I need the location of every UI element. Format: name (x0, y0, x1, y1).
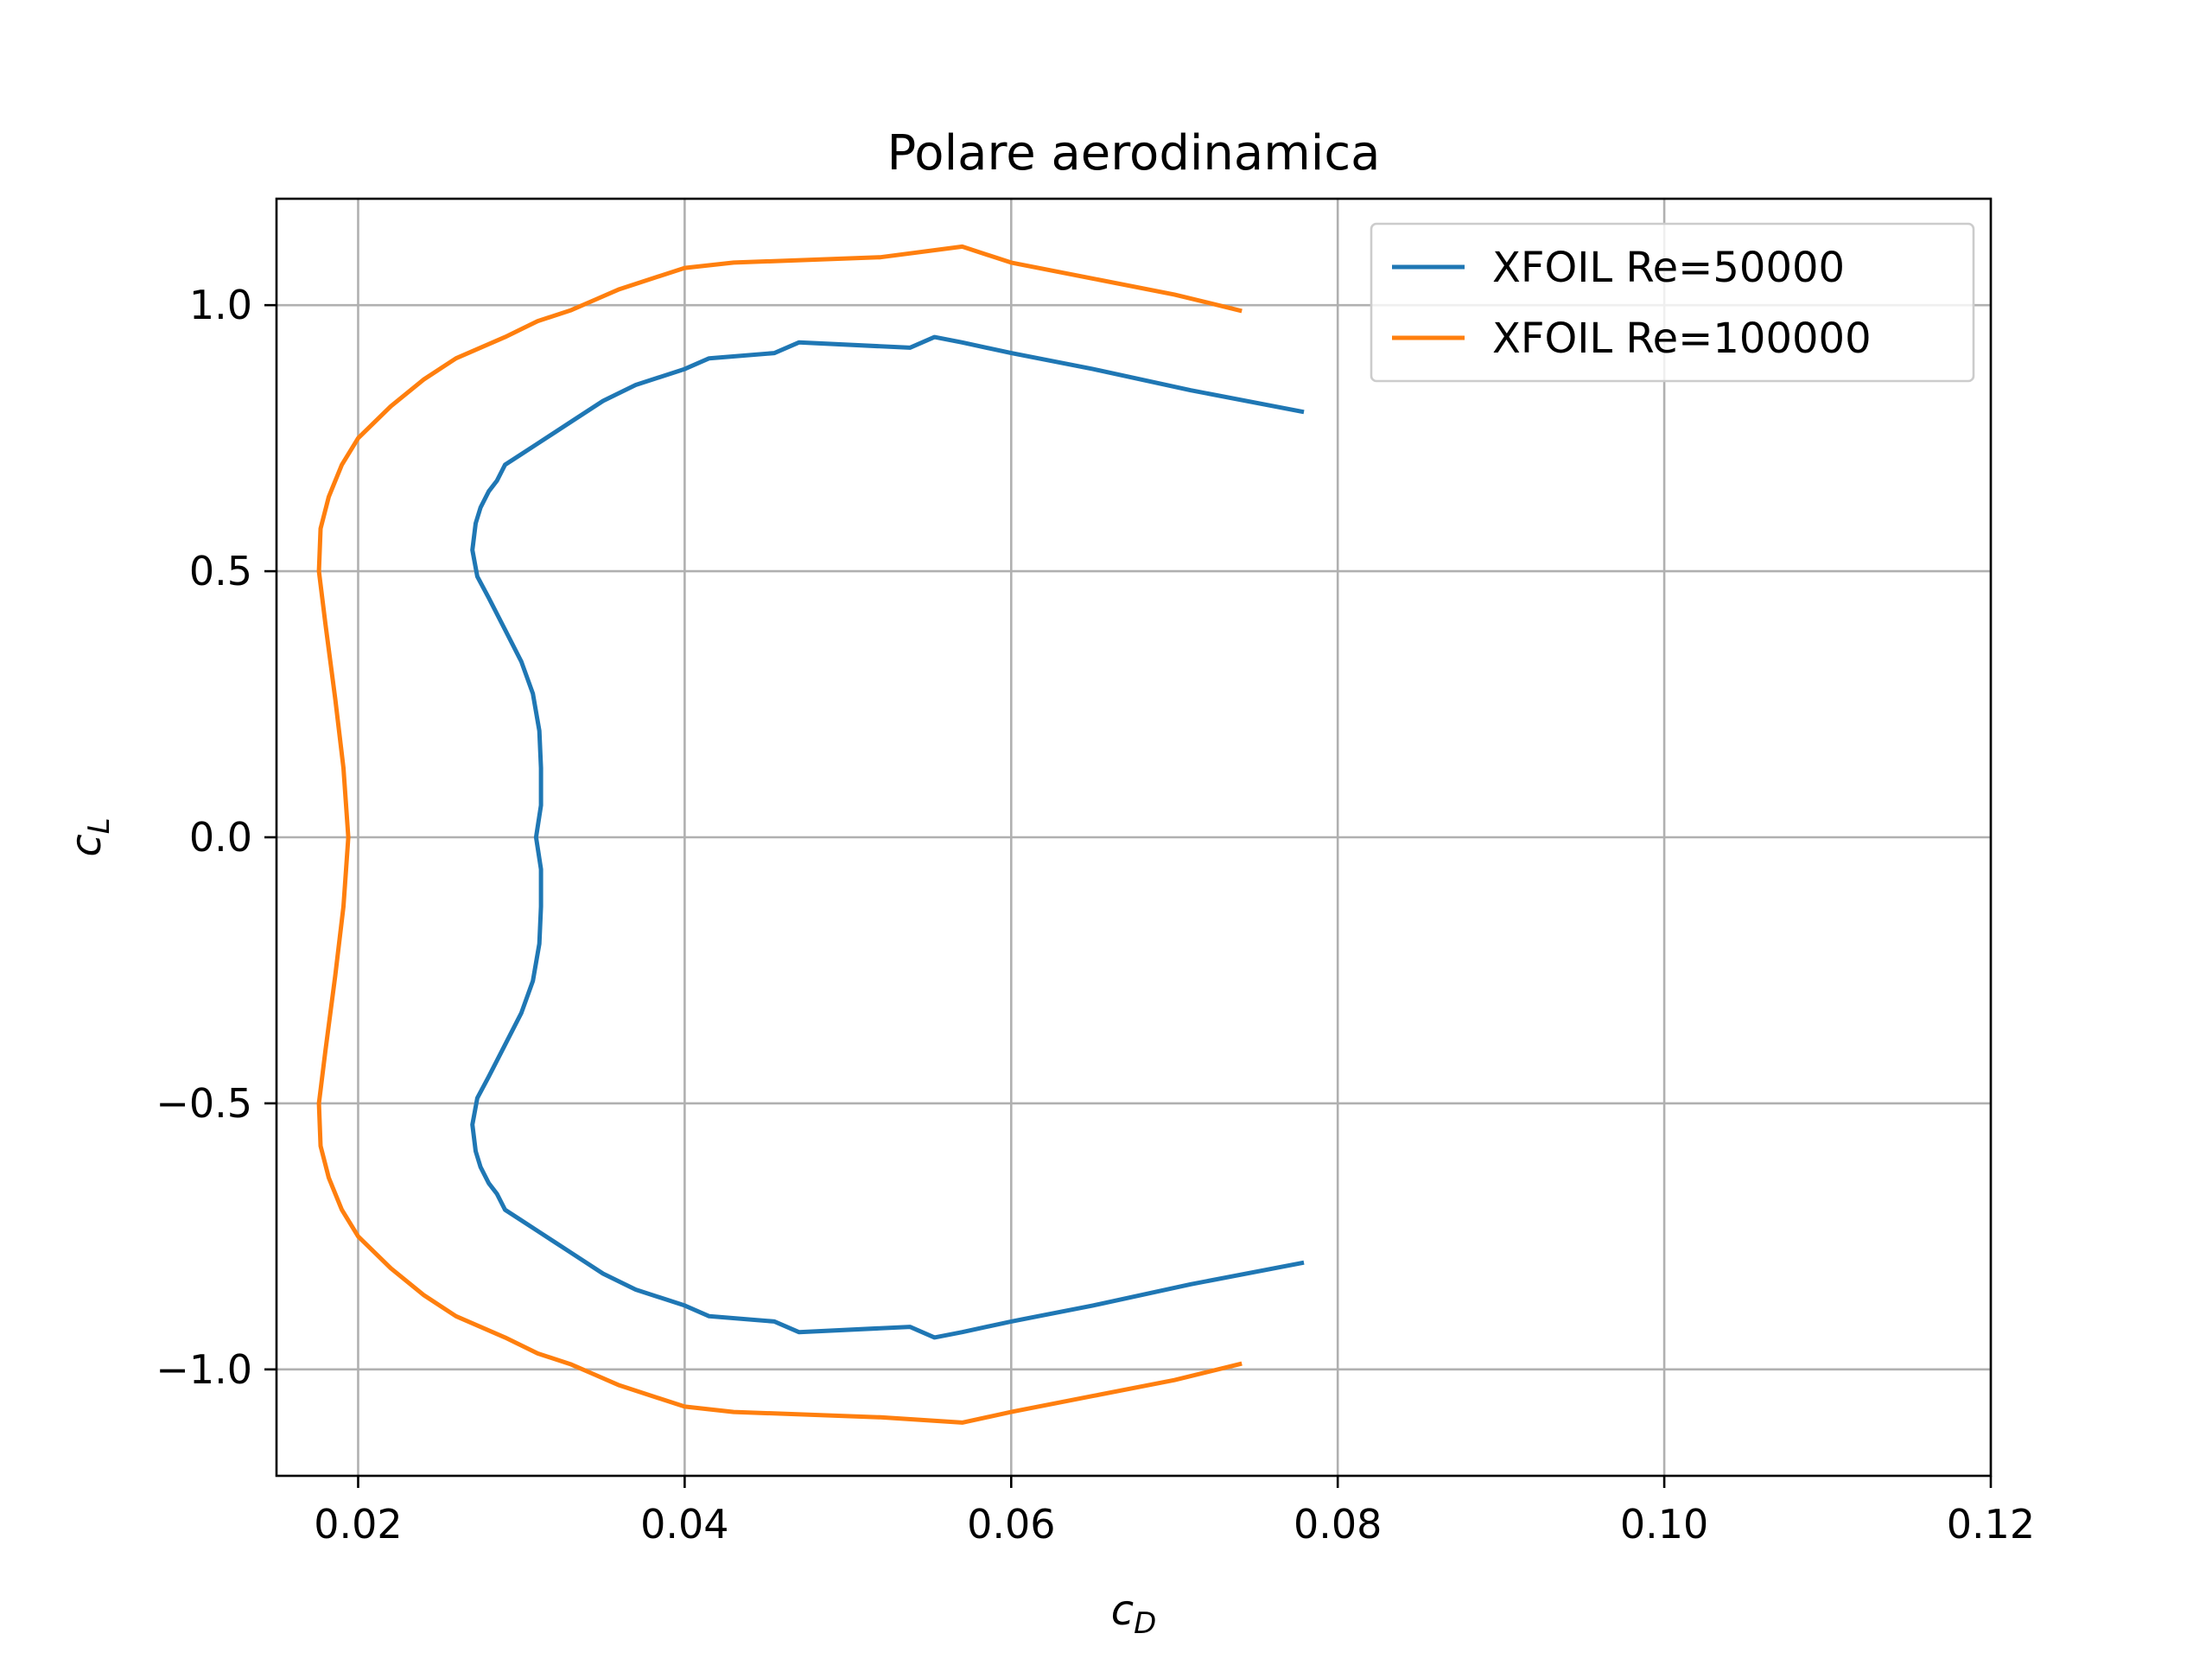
series-group (316, 244, 1305, 1425)
ticks: 0.02 0.04 0.06 0.08 0.10 0.12 −1.0 −0.5 0.0 0.5 1.… (156, 282, 2035, 1548)
y-axis-label: cL (62, 817, 117, 856)
x-tick-label: 0.10 (1620, 1501, 1708, 1548)
x-axis-label-sub: D (1134, 1606, 1156, 1641)
x-tick-label: 0.02 (314, 1501, 402, 1548)
legend-box (1370, 222, 1975, 383)
y-tick-label: 0.5 (189, 548, 252, 594)
y-axis-label-main: c (62, 834, 111, 856)
legend-label-2: XFOIL Re=100000 (1492, 315, 1872, 363)
y-axis-label-sub: L (82, 817, 117, 834)
x-tick-label: 0.08 (1294, 1501, 1382, 1548)
y-tick-label: 1.0 (189, 282, 252, 328)
x-tick-label: 0.04 (640, 1501, 728, 1548)
y-tick-label: −1.0 (156, 1346, 252, 1393)
y-tick-label: 0.0 (189, 814, 252, 861)
chart-title: Polare aerodinamica (887, 125, 1381, 181)
x-tick-label: 0.06 (967, 1501, 1055, 1548)
legend: XFOIL Re=50000 XFOIL Re=100000 (1370, 222, 1975, 383)
legend-label-1: XFOIL Re=50000 (1492, 244, 1845, 292)
series-line-1 (470, 334, 1305, 1340)
series-line-2 (316, 244, 1243, 1425)
x-axis-label: cD (1111, 1586, 1157, 1641)
legend-items: XFOIL Re=50000 XFOIL Re=100000 (1392, 244, 1872, 363)
x-axis-label-main: c (1111, 1586, 1134, 1635)
y-tick-label: −0.5 (156, 1080, 252, 1127)
x-tick-label: 0.12 (1947, 1501, 2035, 1548)
